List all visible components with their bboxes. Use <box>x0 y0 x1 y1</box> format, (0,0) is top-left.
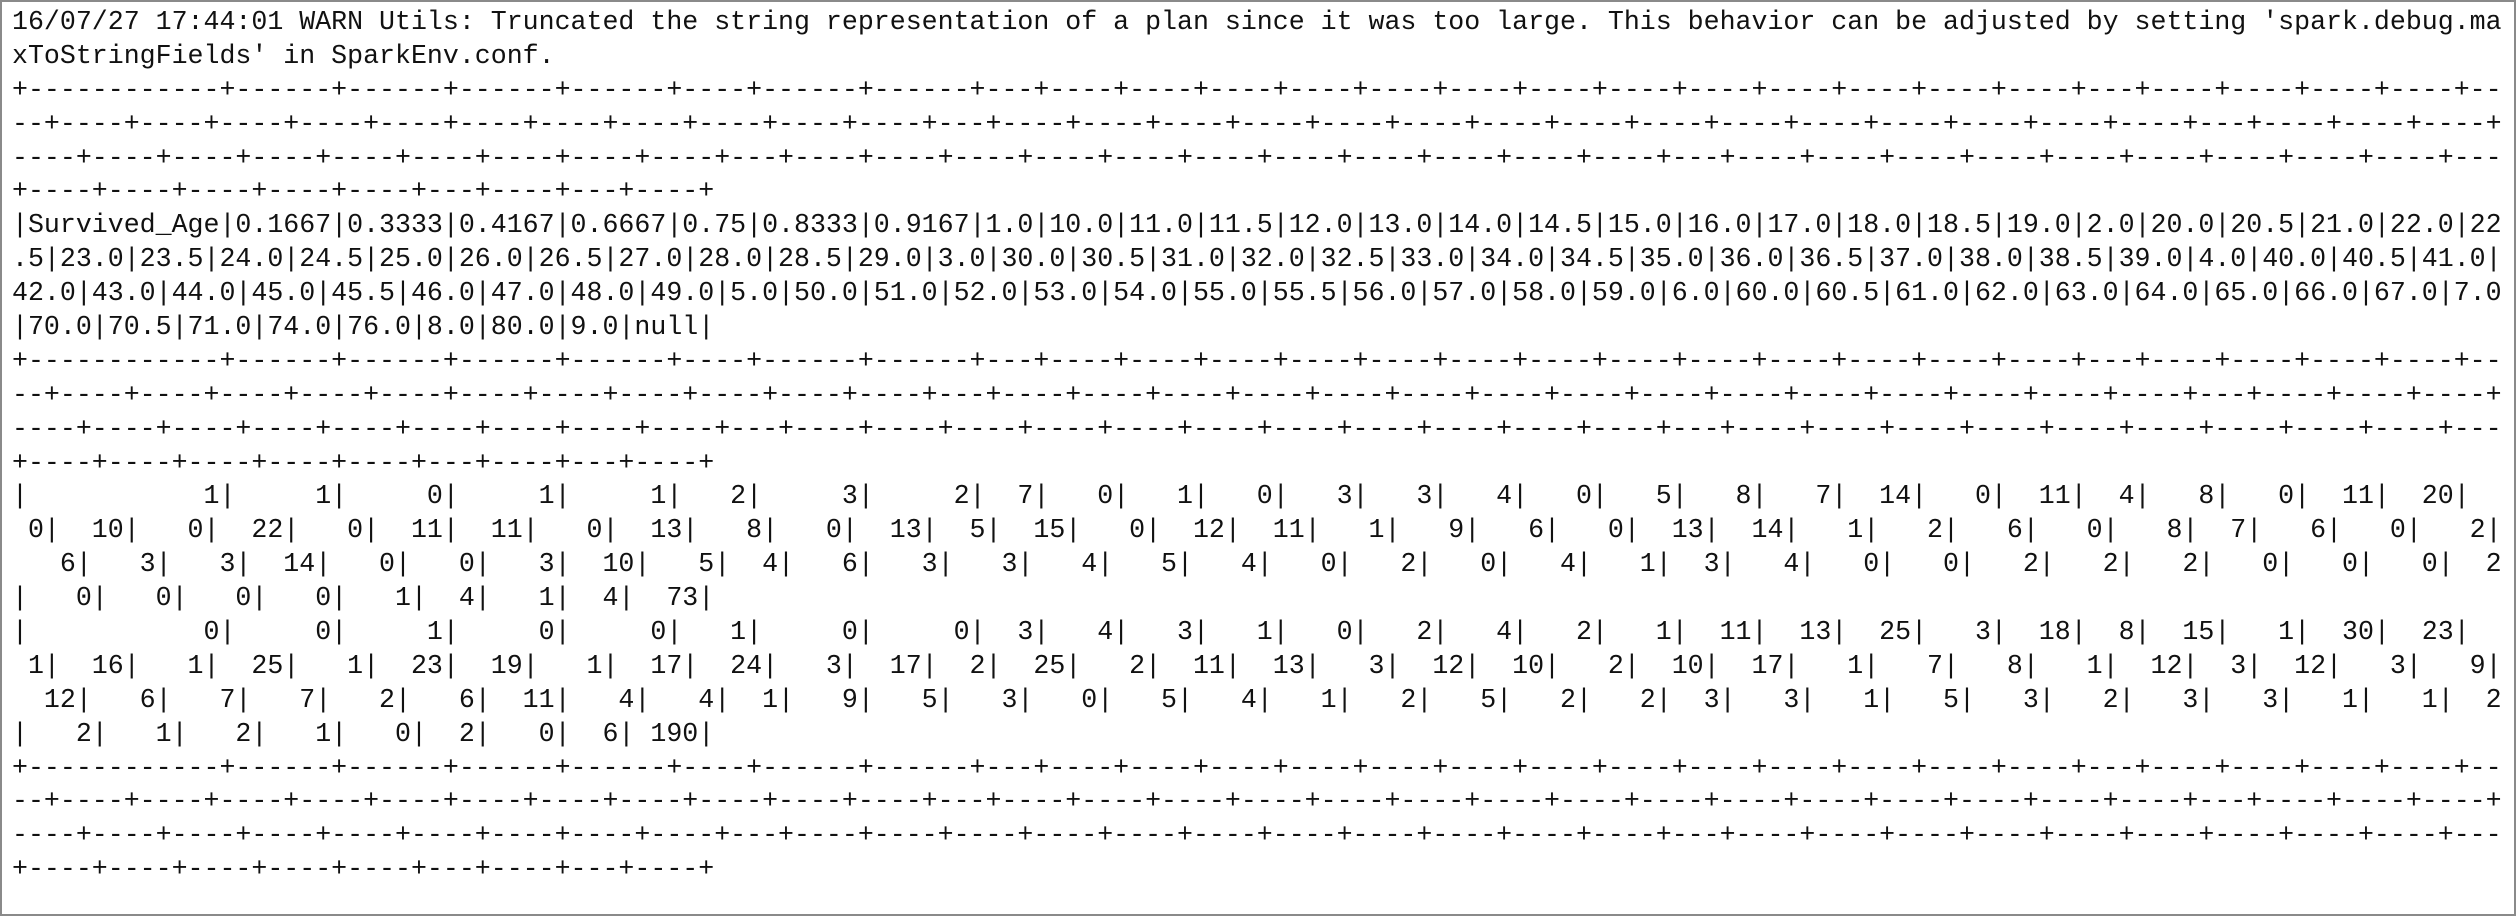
table-border: ----+----+----+----+----+----+----+----+… <box>12 820 2502 851</box>
table-header: |Survived_Age|0.1667|0.3333|0.4167|0.666… <box>12 210 2502 241</box>
table-border: --+----+----+----+----+----+----+----+--… <box>12 379 2502 410</box>
table-row: 0| 10| 0| 22| 0| 11| 11| 0| 13| 8| 0| 13… <box>12 515 2502 546</box>
table-border: +------------+------+------+------+-----… <box>12 345 2502 376</box>
warning-line: 16/07/27 17:44:01 WARN Utils: Truncated … <box>12 7 2502 37</box>
table-border: ----+----+----+----+----+----+----+----+… <box>12 413 2502 444</box>
table-header: 42.0|43.0|44.0|45.0|45.5|46.0|47.0|48.0|… <box>12 278 2502 309</box>
table-row: | 0| 0| 0| 0| 1| 4| 1| 4| 73| <box>12 583 715 614</box>
table-border: +----+----+----+----+----+---+----+---+-… <box>12 176 715 207</box>
table-row: | 0| 0| 1| 0| 0| 1| 0| 0| 3| 4| 3| 1| 0|… <box>12 617 2502 648</box>
table-border: ----+----+----+----+----+----+----+----+… <box>12 142 2502 173</box>
table-border: +----+----+----+----+----+---+----+---+-… <box>12 447 715 478</box>
warning-line: xToStringFields' in SparkEnv.conf. <box>12 40 555 71</box>
table-border: +----+----+----+----+----+---+----+---+-… <box>12 854 715 885</box>
table-row: 12| 6| 7| 7| 2| 6| 11| 4| 4| 1| 9| 5| 3|… <box>12 684 2502 715</box>
table-border: +------------+------+------+------+-----… <box>12 74 2502 105</box>
table-row: 1| 16| 1| 25| 1| 23| 19| 1| 17| 24| 3| 1… <box>12 650 2502 681</box>
table-header: .5|23.0|23.5|24.0|24.5|25.0|26.0|26.5|27… <box>12 244 2502 275</box>
table-border: --+----+----+----+----+----+----+----+--… <box>12 786 2502 817</box>
table-row: 6| 3| 3| 14| 0| 0| 3| 10| 5| 4| 6| 3| 3|… <box>12 549 2502 580</box>
table-row: | 1| 1| 0| 1| 1| 2| 3| 2| 7| 0| 1| 0| 3|… <box>12 481 2502 512</box>
table-row: | 2| 1| 2| 1| 0| 2| 0| 6| 190| <box>12 718 715 749</box>
table-border: +------------+------+------+------+-----… <box>12 752 2502 783</box>
table-header: |70.0|70.5|71.0|74.0|76.0|8.0|80.0|9.0|n… <box>12 312 715 343</box>
terminal-output: 16/07/27 17:44:01 WARN Utils: Truncated … <box>12 6 2502 887</box>
table-border: --+----+----+----+----+----+----+----+--… <box>12 108 2502 139</box>
